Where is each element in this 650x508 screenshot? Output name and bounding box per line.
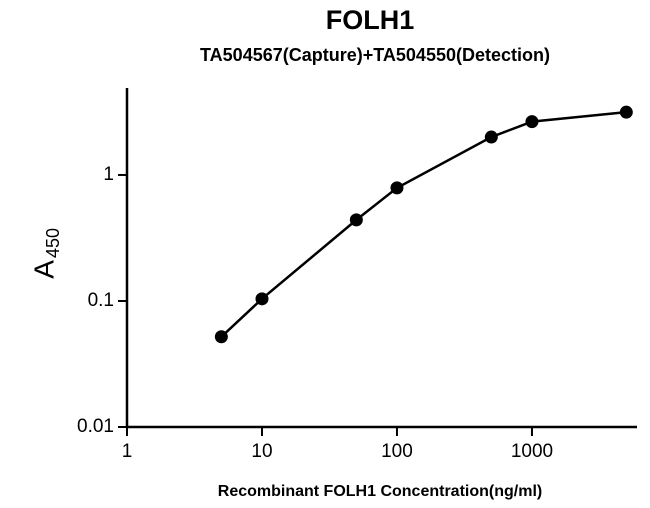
data-point [214,330,228,344]
data-point [484,130,498,144]
y-tick-label: 0.1 [88,290,114,311]
data-point [349,213,363,227]
y-axis-label-group: A 450 [28,228,62,279]
y-axis-label-subscript: 450 [43,228,63,258]
chart-subtitle: TA504567(Capture)+TA504550(Detection) [200,45,550,65]
x-tick-label: 1000 [511,441,553,462]
data-point [390,181,404,195]
x-tick-label: 10 [251,441,272,462]
x-axis-label: Recombinant FOLH1 Concentration(ng/ml) [218,483,542,500]
x-tick-label: 1 [122,441,133,462]
chart-title: FOLH1 [326,5,415,35]
data-point [525,115,539,129]
y-tick-label: 0.01 [77,416,114,437]
y-axis-label: A [28,260,59,279]
data-line [220,110,627,338]
x-tick-label: 100 [381,441,413,462]
y-tick-label: 1 [103,164,114,185]
data-point [619,105,633,119]
data-point [255,292,269,306]
